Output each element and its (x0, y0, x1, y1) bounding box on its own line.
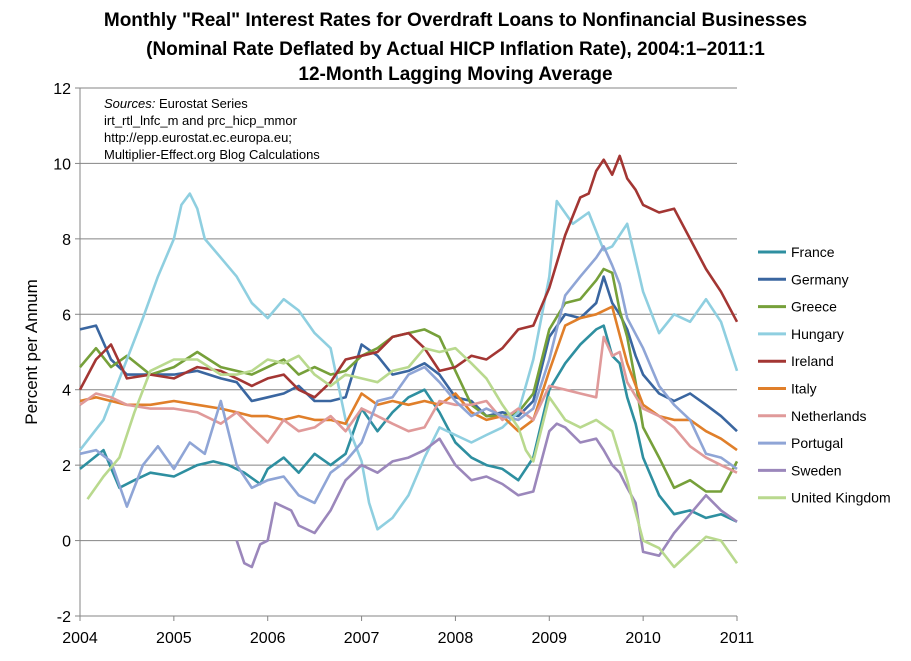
y-tick-label-5: 8 (62, 232, 71, 249)
x-tick-label-7: 2011 (720, 630, 755, 647)
sources-line-2: irt_rtl_lnfc_m and prc_hicp_mmor (104, 113, 297, 128)
y-tick-label-1: 0 (62, 534, 71, 551)
legend-label-greece: Greece (791, 299, 837, 315)
x-tick-label-4: 2008 (438, 630, 474, 647)
series-line-greece (79, 267, 739, 493)
series-line-portugal (79, 245, 738, 508)
chart-title-line-3: 12-Month Lagging Moving Average (298, 64, 613, 85)
series-line-france (79, 324, 738, 523)
x-tick-label-2: 2006 (250, 630, 286, 647)
series-line-hungary (78, 192, 739, 531)
x-tick-label-3: 2007 (344, 630, 380, 647)
y-tick-label-0: -2 (57, 609, 71, 626)
chart-title-line-2: (Nominal Rate Deflated by Actual HICP In… (146, 39, 765, 60)
legend-label-france: France (791, 244, 835, 260)
legend-label-hungary: Hungary (791, 326, 844, 342)
legend-label-portugal: Portugal (791, 435, 843, 451)
series-line-sweden (235, 422, 738, 569)
x-tick-label-6: 2010 (625, 630, 661, 647)
y-tick-label-4: 6 (62, 307, 71, 324)
legend-label-united-kingdom: United Kingdom (791, 490, 891, 506)
sources-label: Sources: (104, 96, 156, 111)
series-line-germany (79, 275, 738, 433)
y-tick-label-3: 4 (62, 383, 71, 400)
x-tick-label-1: 2005 (156, 630, 192, 647)
series-line-italy (79, 305, 738, 452)
series-line-netherlands (79, 335, 738, 474)
y-tick-label-6: 10 (53, 156, 71, 173)
sources-annotation: Sources: Eurostat Series irt_rtl_lnfc_m … (104, 95, 320, 163)
y-axis-label: Percent per Annum (22, 279, 41, 425)
sources-line-4: Multiplier-Effect.org Blog Calculations (104, 147, 320, 162)
legend-label-italy: Italy (791, 381, 817, 397)
sources-line-1: Sources: Eurostat Series (104, 95, 320, 112)
y-tick-label-2: 2 (62, 458, 71, 475)
sources-text: Eurostat Series (158, 96, 248, 111)
sources-line-3: http://epp.eurostat.ec.europa.eu; (104, 130, 292, 145)
legend-label-sweden: Sweden (791, 462, 842, 478)
x-tick-label-0: 2004 (62, 630, 98, 647)
legend-label-germany: Germany (791, 271, 849, 287)
legend-label-netherlands: Netherlands (791, 408, 867, 424)
y-tick-label-7: 12 (53, 81, 71, 98)
x-tick-label-5: 2009 (531, 630, 567, 647)
series-line-united-kingdom (86, 346, 739, 569)
legend-label-ireland: Ireland (791, 353, 834, 369)
chart-title-line-1: Monthly "Real" Interest Rates for Overdr… (103, 10, 808, 31)
